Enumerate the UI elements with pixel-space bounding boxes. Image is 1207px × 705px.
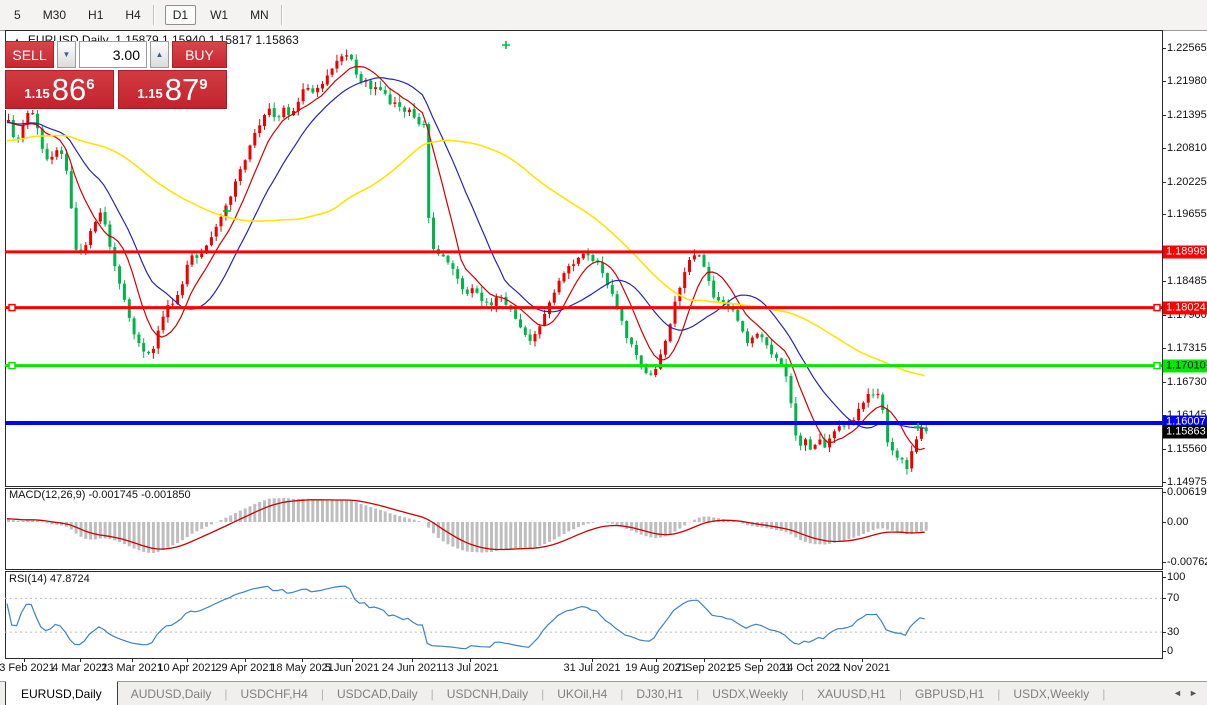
price-tick-label: 1.21980 <box>1167 75 1207 87</box>
timeframe-button-h4[interactable]: H4 <box>125 8 141 22</box>
buy-button[interactable]: BUY <box>172 41 227 68</box>
price-tick-label: 1.18485 <box>1167 275 1207 287</box>
spin-down-icon: ▼ <box>62 50 71 59</box>
date-tick-label: 18 May 2021 <box>270 662 334 674</box>
buy-price-tile[interactable]: 1.15 87 9 <box>118 70 227 109</box>
price-tick-label: 1.14975 <box>1167 476 1207 488</box>
sell-price-pip: 6 <box>86 76 95 93</box>
chart-tab-bar: EURUSD,Daily AUDUSD,Daily | USDCHF,H4 | USDCA… <box>0 681 1207 705</box>
date-tick-label: 4 Mar 2021 <box>52 662 108 674</box>
tab-separator: | <box>541 687 545 701</box>
tab-usdcnh-daily[interactable]: USDCNH,Daily <box>446 687 529 701</box>
sell-price-big: 86 <box>51 72 87 107</box>
indicator-tick-label: -0.007621 <box>1167 556 1207 568</box>
tabs-scroll-left-icon[interactable]: ◄ <box>1173 688 1182 698</box>
tab-separator: | <box>430 687 434 701</box>
date-tick-label: 7 Sep 2021 <box>675 662 733 674</box>
indicator-tick-label: 0.00 <box>1167 516 1189 528</box>
tab-separator: | <box>696 687 700 701</box>
date-tick-label: 25 Sep 2021 <box>728 662 792 674</box>
spin-up-icon: ▲ <box>155 50 164 59</box>
buy-price-big: 87 <box>164 72 200 107</box>
tab-usdx-weekly[interactable]: USDX,Weekly <box>712 687 788 701</box>
collapse-arrow-icon[interactable]: ▲ <box>13 36 21 45</box>
tab-ukoil-h4[interactable]: UKOil,H4 <box>557 687 608 701</box>
tab-separator: | <box>224 687 228 701</box>
date-tick-label: 10 Apr 2021 <box>157 662 217 674</box>
tab-separator: | <box>320 687 324 701</box>
price-tick-label: 1.22565 <box>1167 42 1207 54</box>
date-tick-label: 13 Jul 2021 <box>441 662 499 674</box>
date-tick-label: 2 Nov 2021 <box>833 662 891 674</box>
volume-decrease-button[interactable]: ▼ <box>57 41 76 68</box>
sell-button[interactable]: SELL <box>5 41 54 68</box>
tabs-scroll-right-icon[interactable]: ► <box>1189 688 1198 698</box>
one-click-trading-panel: SELL ▼ 3.00 ▲ BUY 1.15 86 6 1.15 87 9 <box>5 41 227 110</box>
price-level-badge: 1.18024 <box>1163 301 1207 315</box>
timeframe-button-mn[interactable]: MN <box>250 8 269 22</box>
date-tick-label: 31 Jul 2021 <box>563 662 621 674</box>
tab-separator: | <box>801 687 805 701</box>
tab-dj30-h1[interactable]: DJ30,H1 <box>636 687 684 701</box>
date-tick-label: 23 Mar 2021 <box>101 662 163 674</box>
buy-price-prefix: 1.15 <box>137 86 163 101</box>
price-level-badge: 1.17010 <box>1163 359 1207 373</box>
tab-gbpusd-h1[interactable]: GBPUSD,H1 <box>914 687 985 701</box>
tab-usdx-weekly[interactable]: USDX,Weekly <box>1013 687 1090 701</box>
price-level-badge: 1.18998 <box>1163 245 1207 259</box>
toolbar-separator <box>280 4 283 25</box>
date-tick-label: 13 Feb 2021 <box>0 662 55 674</box>
indicator-tick-label: 100 <box>1167 571 1186 583</box>
price-tick-label: 1.20225 <box>1167 176 1207 188</box>
price-tick-label: 1.19655 <box>1167 208 1207 220</box>
timeframe-button-w1[interactable]: W1 <box>210 8 229 22</box>
timeframe-button-5[interactable]: 5 <box>14 8 21 22</box>
tab-separator: | <box>620 687 624 701</box>
volume-increase-button[interactable]: ▲ <box>150 41 169 68</box>
timeframe-button-d1[interactable]: D1 <box>164 5 197 25</box>
buy-price-pip: 9 <box>199 76 208 93</box>
tab-usdcad-daily[interactable]: USDCAD,Daily <box>336 687 418 701</box>
tab-separator: | <box>1102 687 1106 701</box>
tab-separator: | <box>898 687 902 701</box>
rsi-label: RSI(14) 47.8724 <box>9 573 90 585</box>
timeframe-button-m30[interactable]: M30 <box>42 8 67 22</box>
sell-price-tile[interactable]: 1.15 86 6 <box>5 70 114 109</box>
price-tick-label: 1.15560 <box>1167 443 1207 455</box>
indicator-tick-label: 70 <box>1167 592 1180 604</box>
volume-input[interactable]: 3.00 <box>79 41 147 68</box>
tab-usdchf-h4[interactable]: USDCHF,H4 <box>240 687 308 701</box>
indicator-tick-label: 0 <box>1167 645 1174 657</box>
price-level-badge: 1.16007 <box>1163 415 1207 429</box>
timeframe-button-h1[interactable]: H1 <box>88 8 104 22</box>
tab-xauusd-h1[interactable]: XAUUSD,H1 <box>817 687 886 701</box>
macd-label: MACD(12,26,9) -0.001745 -0.001850 <box>9 489 191 501</box>
timeframe-toolbar: 5 M30 H1 H4 D1 W1 MN <box>0 0 1207 31</box>
price-tick-label: 1.16730 <box>1167 376 1207 388</box>
price-tick-label: 1.17315 <box>1167 342 1207 354</box>
indicator-tick-label: 30 <box>1167 626 1180 638</box>
price-tick-label: 1.20810 <box>1167 142 1207 154</box>
toolbar-separator <box>152 4 155 25</box>
price-tick-label: 1.21395 <box>1167 109 1207 121</box>
date-tick-label: 14 Oct 2021 <box>781 662 841 674</box>
date-tick-label: 19 Aug 2021 <box>625 662 687 674</box>
tab-eurusd-daily[interactable]: EURUSD,Daily <box>5 681 118 705</box>
price-level-badge: 1.15863 <box>1163 425 1207 439</box>
date-tick-label: 29 Apr 2021 <box>215 662 275 674</box>
sell-price-prefix: 1.15 <box>24 86 50 101</box>
indicator-tick-label: 0.006193 <box>1167 486 1207 498</box>
tab-separator: | <box>997 687 1001 701</box>
date-tick-label: 5 Jun 2021 <box>324 662 380 674</box>
date-tick-label: 24 Jun 2021 <box>381 662 443 674</box>
tab-audusd-daily[interactable]: AUDUSD,Daily <box>130 687 212 701</box>
